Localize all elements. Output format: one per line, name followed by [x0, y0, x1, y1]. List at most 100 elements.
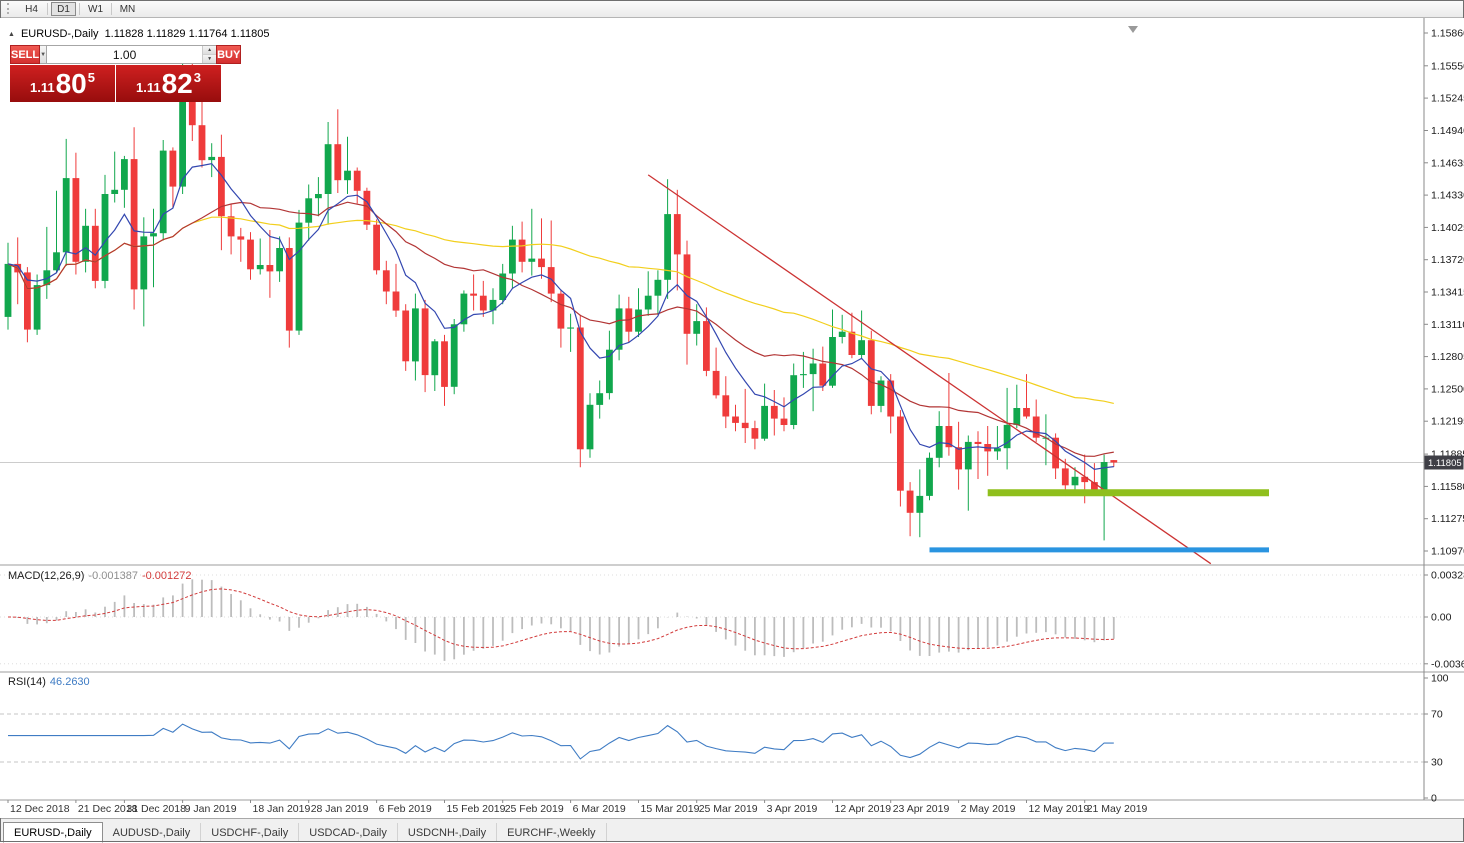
svg-text:6 Feb 2019: 6 Feb 2019: [379, 803, 432, 815]
sell-button[interactable]: SELL: [10, 45, 41, 64]
buy-price-sup: 3: [193, 70, 201, 85]
svg-text:1.12195: 1.12195: [1431, 416, 1464, 428]
volume-dropdown-button[interactable]: ▼: [40, 45, 48, 64]
chart-tab-audusd-daily[interactable]: AUDUSD-,Daily: [103, 823, 202, 842]
trade-panel-controls: SELL ▼ ▲ ▼ BUY: [10, 45, 242, 64]
macd-main-value: -0.001387: [88, 570, 138, 582]
svg-text:15 Mar 2019: 15 Mar 2019: [641, 803, 700, 815]
buy-price-tile[interactable]: 1.11 82 3: [116, 65, 221, 102]
svg-text:18 Jan 2019: 18 Jan 2019: [253, 803, 311, 815]
svg-text:25 Mar 2019: 25 Mar 2019: [699, 803, 758, 815]
svg-text:1.15550: 1.15550: [1431, 60, 1464, 72]
svg-text:1.13720: 1.13720: [1431, 254, 1464, 266]
toolbar-separator: [79, 2, 80, 15]
svg-text:31 Dec 2018: 31 Dec 2018: [126, 803, 186, 815]
macd-histogram: [16, 579, 1115, 661]
pane-separators[interactable]: [0, 564, 1464, 801]
timeframe-mn-button[interactable]: MN: [115, 2, 140, 16]
svg-text:1.12500: 1.12500: [1431, 383, 1464, 395]
timeframe-toolbar: H4 D1 W1 MN: [0, 0, 1464, 18]
one-click-collapse-icon[interactable]: ▲: [8, 30, 15, 38]
svg-text:12 Apr 2019: 12 Apr 2019: [835, 803, 892, 815]
svg-text:25 Feb 2019: 25 Feb 2019: [505, 803, 564, 815]
svg-text:70: 70: [1431, 709, 1443, 721]
svg-text:2 May 2019: 2 May 2019: [961, 803, 1016, 815]
svg-text:6 Mar 2019: 6 Mar 2019: [573, 803, 626, 815]
svg-text:12 May 2019: 12 May 2019: [1029, 803, 1090, 815]
chart-tab-eurchf-weekly[interactable]: EURCHF-,Weekly: [497, 823, 607, 842]
descending-trendline[interactable]: [647, 174, 1212, 565]
svg-text:1.14330: 1.14330: [1431, 190, 1464, 202]
toolbar-separator: [111, 2, 112, 15]
volume-input[interactable]: [47, 46, 203, 63]
candlestick-series: [4, 49, 1118, 541]
macd-signal-line: [7, 588, 1114, 650]
price-chart-canvas[interactable]: 1.15860 1.15550 1.15245 1.14940 1.14635 1.143…: [0, 18, 1464, 818]
svg-text:0.003287: 0.003287: [1431, 570, 1464, 582]
svg-text:1.14025: 1.14025: [1431, 222, 1464, 234]
svg-text:0.00: 0.00: [1431, 612, 1452, 624]
macd-grid-levels: [0, 574, 1424, 665]
chart-tab-usdcad-daily[interactable]: USDCAD-,Daily: [299, 823, 398, 842]
svg-text:1.12805: 1.12805: [1431, 351, 1464, 363]
svg-text:9 Jan 2019: 9 Jan 2019: [185, 803, 237, 815]
toolbar-separator: [47, 2, 48, 15]
svg-text:12 Dec 2018: 12 Dec 2018: [10, 803, 70, 815]
toolbar-grip[interactable]: [7, 3, 12, 14]
svg-text:1.15860: 1.15860: [1431, 28, 1464, 40]
chart-region[interactable]: 1.15860 1.15550 1.15245 1.14940 1.14635 1.143…: [0, 18, 1464, 818]
chart-ohlc-values: 1.11828 1.11829 1.11764 1.11805: [104, 28, 270, 40]
svg-text:1.11805: 1.11805: [1428, 458, 1462, 469]
chevron-up-icon: ▲: [207, 47, 213, 53]
macd-name: MACD(12,26,9): [8, 570, 85, 582]
svg-text:1.13415: 1.13415: [1431, 287, 1464, 299]
volume-input-box: ▲ ▼: [47, 45, 217, 64]
chart-tab-bar: EURUSD-,Daily AUDUSD-,Daily USDCHF-,Daily U…: [0, 818, 1464, 843]
timeframe-d1-button[interactable]: D1: [51, 1, 76, 16]
timeframe-h4-button[interactable]: H4: [19, 2, 44, 16]
timeframe-w1-button[interactable]: W1: [83, 2, 108, 16]
svg-text:28 Jan 2019: 28 Jan 2019: [311, 803, 369, 815]
chevron-down-icon: ▼: [40, 51, 47, 58]
svg-text:1.14635: 1.14635: [1431, 157, 1464, 169]
svg-text:-0.003659: -0.003659: [1431, 658, 1464, 670]
svg-text:1.15245: 1.15245: [1431, 93, 1464, 105]
one-click-trading-panel: SELL ▼ ▲ ▼ BUY 1.11 80 5: [10, 45, 242, 102]
volume-increase-button[interactable]: ▲: [203, 46, 217, 55]
chevron-down-icon: ▼: [207, 56, 213, 62]
bid-price-tag: 1.11805: [1424, 455, 1464, 470]
svg-text:15 Feb 2019: 15 Feb 2019: [447, 803, 506, 815]
ma-fast-line: [7, 162, 1114, 471]
rsi-line: [8, 723, 1114, 760]
buy-button[interactable]: BUY: [216, 45, 242, 64]
rsi-value: 46.2630: [49, 676, 90, 688]
chart-tab-eurusd-daily[interactable]: EURUSD-,Daily: [3, 822, 103, 843]
svg-text:1.11275: 1.11275: [1431, 513, 1464, 525]
ma-medium-line: [7, 201, 1114, 457]
macd-indicator-label: MACD(12,26,9) -0.001387 -0.001272: [8, 570, 192, 582]
chart-tab-usdchf-daily[interactable]: USDCHF-,Daily: [201, 823, 300, 842]
sell-price-prefix: 1.11: [30, 79, 55, 95]
chart-shift-marker-icon[interactable]: [1128, 26, 1138, 33]
svg-text:30: 30: [1431, 757, 1443, 769]
svg-text:1.13110: 1.13110: [1431, 319, 1464, 331]
svg-text:0: 0: [1431, 793, 1437, 805]
svg-text:21 Dec 2018: 21 Dec 2018: [78, 803, 138, 815]
svg-text:23 Apr 2019: 23 Apr 2019: [893, 803, 950, 815]
volume-decrease-button[interactable]: ▼: [203, 55, 217, 63]
svg-text:100: 100: [1431, 673, 1449, 685]
buy-price-big: 82: [161, 67, 193, 99]
rsi-indicator-label: RSI(14) 46.2630: [8, 676, 90, 688]
rsi-name: RSI(14): [8, 676, 46, 688]
svg-text:1.14940: 1.14940: [1431, 125, 1464, 137]
sell-price-sup: 5: [87, 70, 95, 85]
rsi-levels: [0, 713, 1424, 763]
sell-price-tile[interactable]: 1.11 80 5: [10, 65, 115, 102]
chart-tab-usdcnh-daily[interactable]: USDCNH-,Daily: [398, 823, 498, 842]
price-axis[interactable]: 1.15860 1.15550 1.15245 1.14940 1.14635 1.143…: [1423, 18, 1464, 805]
sell-price-big: 80: [55, 67, 87, 99]
chart-title: ▲ EURUSD-,Daily 1.11828 1.11829 1.11764 …: [8, 28, 270, 40]
